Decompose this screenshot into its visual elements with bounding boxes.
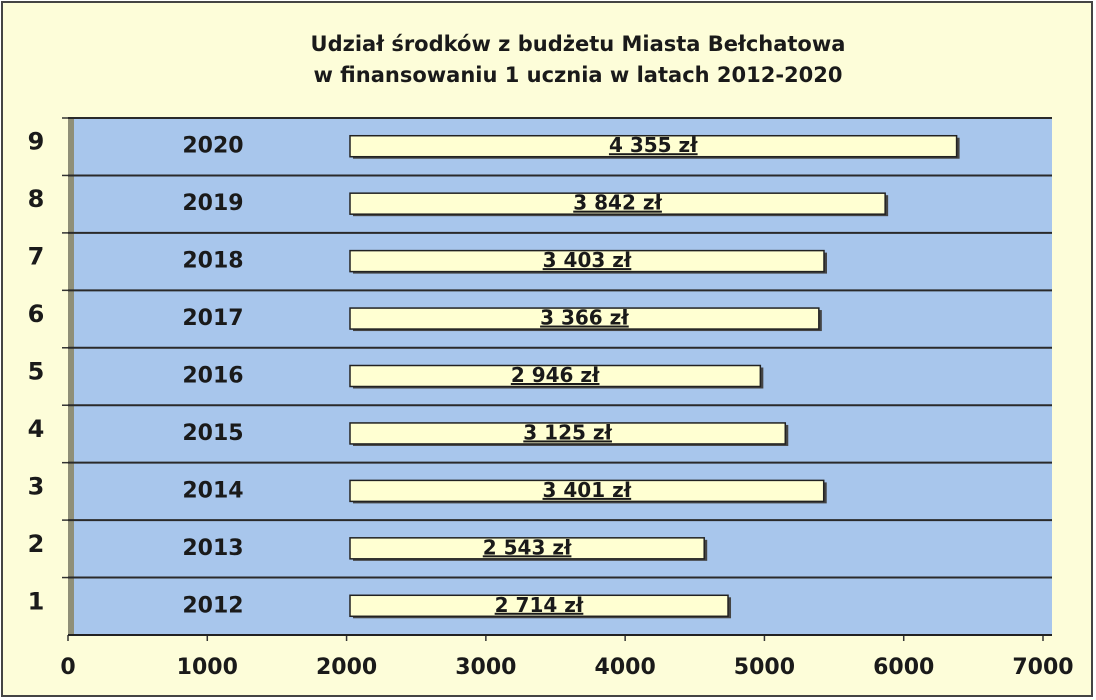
category-label: 2012 [182, 593, 243, 618]
y-tick-label: 9 [28, 128, 45, 156]
category-label: 2018 [182, 249, 243, 274]
axis-wall [68, 118, 74, 635]
y-tick-label: 7 [28, 243, 45, 271]
y-tick-label: 3 [28, 472, 45, 500]
category-label: 2020 [182, 134, 243, 159]
bar [349, 307, 820, 330]
category-label: 2019 [182, 191, 243, 216]
value-label: 3 401 zł [543, 478, 632, 502]
y-tick-label: 4 [28, 415, 45, 443]
x-tick-label: 0 [60, 655, 75, 680]
value-label: 4 355 zł [609, 133, 698, 157]
y-tick-label: 6 [28, 300, 45, 328]
y-tick-label: 2 [28, 530, 45, 558]
x-tick-label: 1000 [177, 655, 238, 680]
category-label: 2014 [182, 478, 243, 503]
value-label: 2 714 zł [495, 593, 584, 617]
bar [349, 422, 787, 445]
value-label: 3 403 zł [543, 248, 632, 272]
chart-title: w finansowaniu 1 ucznia w latach 2012-20… [313, 63, 842, 87]
chart-title: Udział środków z budżetu Miasta Bełchato… [311, 32, 846, 56]
category-label: 2017 [182, 306, 243, 331]
value-label: 3 366 zł [540, 306, 629, 330]
x-tick-label: 5000 [734, 655, 795, 680]
bar [349, 192, 886, 215]
y-tick-label: 8 [28, 185, 45, 213]
x-tick-label: 3000 [455, 655, 516, 680]
value-label: 3 125 zł [523, 420, 612, 444]
bar [349, 537, 705, 560]
category-label: 2016 [182, 364, 243, 389]
category-label: 2015 [182, 421, 243, 446]
x-tick-label: 7000 [1012, 655, 1073, 680]
bar [349, 594, 729, 618]
bar [349, 134, 958, 158]
value-label: 2 543 zł [483, 535, 572, 559]
x-tick-label: 6000 [873, 655, 934, 680]
bar [349, 364, 762, 388]
bar [349, 249, 825, 273]
value-label: 3 842 zł [573, 191, 662, 215]
value-label: 2 946 zł [511, 363, 600, 387]
x-tick-label: 2000 [316, 655, 377, 680]
category-label: 2013 [182, 536, 243, 561]
x-tick-label: 4000 [595, 655, 656, 680]
y-tick-label: 1 [28, 587, 45, 615]
bar [349, 479, 825, 503]
y-tick-label: 5 [28, 358, 45, 386]
